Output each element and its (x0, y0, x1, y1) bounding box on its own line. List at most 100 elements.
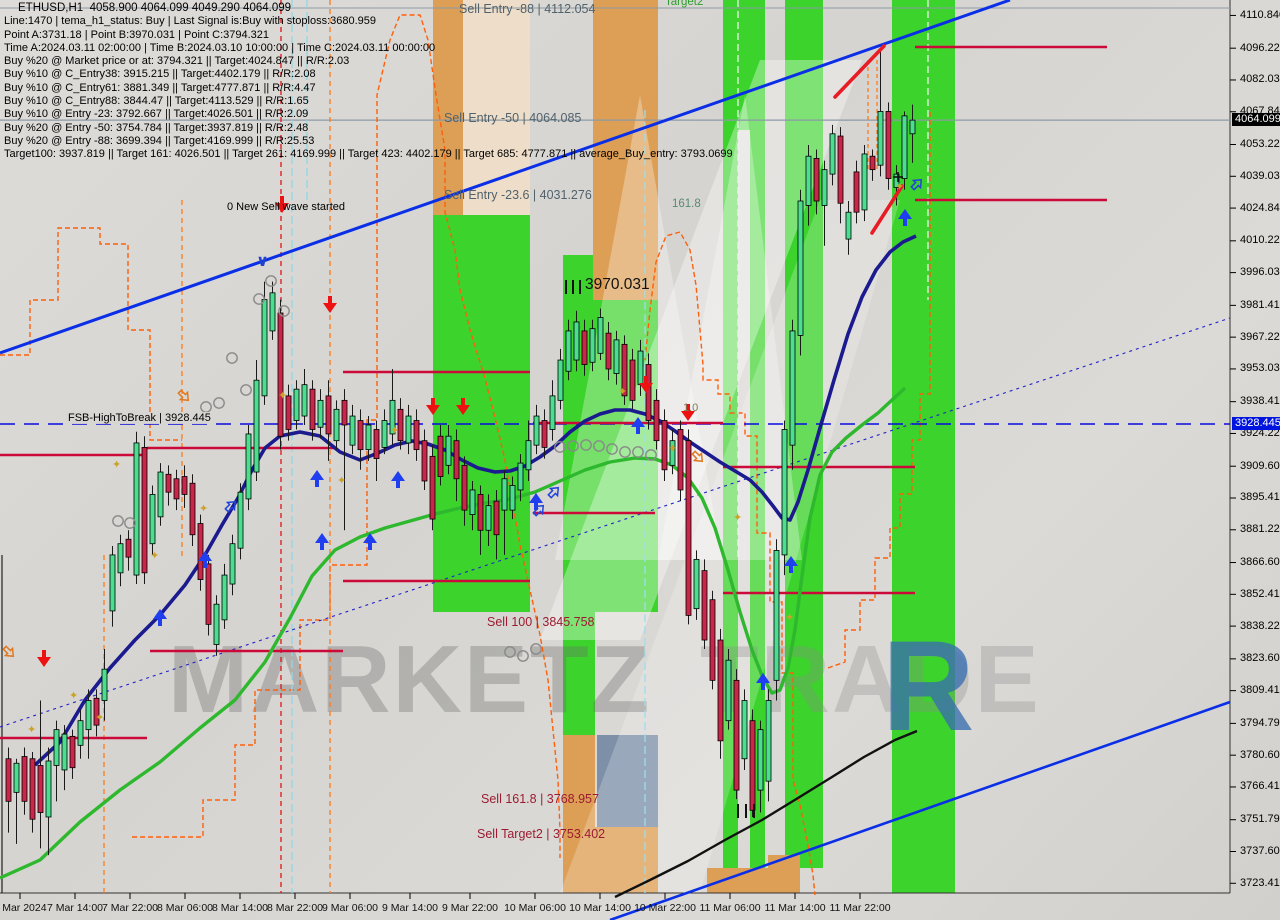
upper-channel-trendline (0, 0, 1011, 355)
candle-bullish (293, 388, 300, 421)
star-marker-icon: ✦ (895, 181, 904, 193)
watermark-text-trade: TRADE (700, 626, 1041, 733)
candle-bearish (437, 435, 444, 477)
candle-bullish (549, 395, 556, 430)
star-marker-icon: ✦ (390, 425, 399, 437)
candle-bearish (477, 494, 484, 531)
candle-bullish (253, 379, 260, 473)
candle-bullish (157, 471, 164, 518)
trailing-stop-line (827, 108, 931, 669)
candle-bullish (117, 543, 124, 574)
candle-bearish (685, 440, 692, 616)
candle-bullish (637, 350, 644, 386)
candle-bullish (845, 211, 852, 240)
candle-bearish (309, 388, 316, 430)
candle-bullish (861, 153, 868, 211)
zone-orange (593, 0, 658, 300)
buy-arrow-icon (391, 471, 405, 488)
buy-arrow-icon (315, 533, 329, 550)
candle-bullish (61, 733, 68, 771)
buy-arrow-icon (363, 533, 377, 550)
candle-bullish (805, 155, 812, 206)
zone-green (723, 0, 765, 130)
candle-bullish (501, 478, 508, 511)
candle-bullish (381, 420, 388, 448)
candle-bearish (461, 464, 468, 511)
candle-bullish (261, 299, 268, 397)
black-ma-line (614, 729, 918, 899)
candle-bearish (285, 395, 292, 430)
candle-bullish (669, 440, 676, 466)
candle-bullish (85, 700, 92, 731)
star-marker-icon: ✦ (27, 724, 36, 736)
entry-circle-marker (619, 446, 631, 458)
candle-bearish (189, 482, 196, 536)
hollow-arrow-icon (224, 500, 237, 513)
buy-arrow-icon (631, 417, 645, 434)
entry-circle-marker (265, 275, 277, 287)
watermark-logo-r: R (882, 615, 974, 758)
entry-circle-marker (593, 440, 605, 452)
candle-bullish (245, 433, 252, 500)
candle-bearish (661, 420, 668, 471)
candle-bearish (173, 478, 180, 500)
candle-bullish (901, 115, 908, 179)
candle-bearish (197, 523, 204, 580)
buy-arrow-icon (898, 209, 912, 226)
hollow-arrow-icon (910, 178, 923, 191)
candle-bearish (541, 420, 548, 448)
candle-bearish (733, 679, 740, 791)
candle-bearish (421, 440, 428, 482)
candle-bullish (789, 330, 796, 446)
entry-circle-marker (253, 293, 265, 305)
entry-circle-marker (567, 440, 579, 452)
candle-bearish (813, 158, 820, 202)
candle-bullish (389, 399, 396, 435)
candle-bearish (357, 420, 364, 451)
candle-bullish (77, 720, 84, 746)
candle-bullish (597, 317, 604, 354)
star-marker-icon: ✦ (199, 503, 208, 515)
candle-bearish (93, 697, 100, 726)
watermark-text-marketz: MARKETZ (168, 626, 651, 733)
candle-bearish (29, 758, 36, 820)
candle-bearish (493, 500, 500, 536)
entry-circle-marker (504, 646, 516, 658)
candle-bearish (5, 758, 12, 802)
candle-bearish (677, 429, 684, 491)
v-check-marker: ∨ (256, 253, 269, 270)
red-swing-segment (870, 184, 904, 235)
watermark-streak (560, 200, 900, 893)
zone-green (433, 215, 530, 612)
candle-bullish (589, 328, 596, 363)
buy-arrow-icon (784, 556, 798, 573)
candle-bullish (877, 110, 884, 166)
sell-arrow-icon (426, 398, 440, 415)
buy-arrow-icon (310, 470, 324, 487)
candle-bearish (165, 473, 172, 493)
sell-arrow-icon (681, 404, 695, 421)
entry-circle-marker (645, 449, 657, 461)
candle-bearish (413, 420, 420, 451)
candle-bearish (397, 408, 404, 442)
candle-bearish (869, 155, 876, 171)
star-marker-icon: ✦ (69, 690, 78, 702)
candle-bearish (701, 570, 708, 641)
candle-bearish (885, 110, 892, 179)
candle-bullish (213, 603, 220, 645)
candle-bullish (573, 321, 580, 361)
candle-bullish (725, 659, 732, 722)
sell-arrow-icon (639, 376, 653, 393)
candle-bullish (405, 415, 412, 444)
star-marker-icon: ✦ (733, 512, 742, 524)
candle-bearish (621, 343, 628, 397)
candle-bullish (773, 550, 780, 681)
candle-bullish (509, 485, 516, 511)
zone-bluegray (597, 735, 658, 827)
trailing-stop-line (0, 227, 182, 441)
watermark-streak (540, 60, 862, 640)
candle-bearish (125, 538, 132, 558)
candle-bearish (581, 330, 588, 365)
